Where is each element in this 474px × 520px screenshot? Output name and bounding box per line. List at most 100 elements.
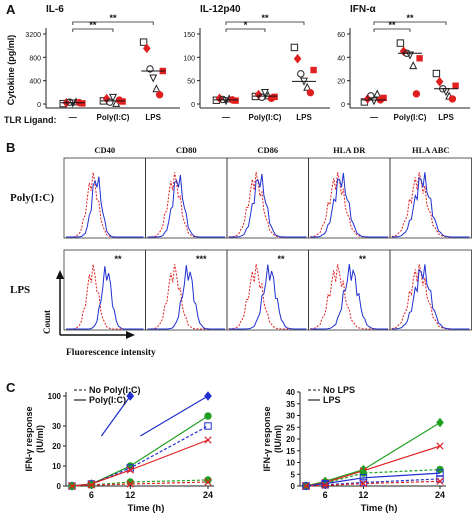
- y-tick-label: 20: [337, 79, 345, 86]
- series-line: [71, 479, 209, 487]
- control-histogram: [147, 264, 225, 330]
- treated-histogram: [66, 176, 144, 238]
- scatter-title: IL-6: [46, 4, 64, 15]
- panel-letter-b: B: [6, 140, 15, 155]
- significance-label: **: [89, 20, 97, 30]
- category-label: Poly(I:C): [249, 113, 282, 122]
- y-tick-label: 15: [286, 447, 295, 456]
- column-label: CD86: [257, 145, 278, 155]
- treated-histogram: [310, 172, 388, 238]
- series-marker: [321, 481, 329, 489]
- series-line: [71, 395, 209, 487]
- histogram-significance: ***: [196, 254, 207, 264]
- y-axis-label: (IU/ml): [273, 425, 283, 453]
- data-point: [367, 92, 375, 100]
- data-point: [306, 88, 315, 97]
- histogram-cell: [63, 249, 146, 331]
- series-marker: [204, 476, 212, 484]
- data-point: [108, 93, 118, 102]
- data-point: [412, 90, 421, 98]
- column-label: HLA ABC: [412, 145, 450, 155]
- series-line: [305, 478, 441, 487]
- y-tick-label: 25: [286, 423, 295, 432]
- series-marker: [359, 480, 368, 488]
- data-point: [452, 82, 459, 89]
- significance-bracket: [373, 21, 447, 25]
- column-label: CD80: [176, 145, 197, 155]
- data-point: [146, 65, 154, 73]
- series-line: [305, 469, 441, 487]
- y-tick-label: 0: [57, 482, 62, 491]
- significance-label: **: [406, 13, 414, 23]
- y-axis-label: Cytokine (pg/ml): [6, 35, 16, 106]
- treated-histogram: [147, 174, 225, 238]
- series-marker: [126, 464, 134, 472]
- series-marker: [302, 482, 310, 490]
- x-tick-label: 24: [203, 490, 213, 500]
- x-tick-label: 24: [435, 490, 445, 500]
- scatter-title: IFN-α: [350, 4, 376, 15]
- legend-label: Poly(I:C): [89, 395, 126, 405]
- data-point: [258, 93, 266, 101]
- data-point: [221, 97, 231, 106]
- data-point: [260, 88, 270, 98]
- significance-label: **: [109, 13, 117, 23]
- row-label: LPS: [10, 284, 30, 296]
- y-tick-label: 150: [183, 32, 195, 39]
- series-line: [71, 415, 209, 487]
- data-point: [149, 74, 158, 83]
- series-marker: [126, 466, 134, 474]
- row-label: Poly(I:C): [10, 192, 54, 204]
- data-point: [303, 82, 312, 91]
- control-histogram: [310, 264, 388, 330]
- data-point: [152, 84, 161, 93]
- significance-bracket: [225, 28, 266, 32]
- series-marker: [204, 412, 212, 420]
- y-tick-label: 60: [337, 32, 345, 39]
- count-label: Count: [42, 310, 52, 334]
- series-marker: [436, 469, 444, 477]
- series-marker: [302, 482, 310, 490]
- data-point: [232, 97, 239, 104]
- series-line: [305, 422, 441, 487]
- y-tick-label: 800: [29, 55, 41, 62]
- series-marker: [126, 391, 135, 401]
- data-point: [363, 94, 372, 104]
- series-marker: [436, 442, 444, 450]
- data-point: [65, 98, 74, 106]
- y-tick-label: 100: [183, 55, 195, 62]
- control-histogram: [147, 172, 225, 238]
- data-point: [119, 98, 126, 105]
- y-axis-label: (IU/ml): [35, 425, 45, 453]
- series-marker: [204, 478, 212, 486]
- y-tick-label: 40: [286, 388, 295, 397]
- series-line: [71, 425, 209, 487]
- data-point: [79, 100, 86, 107]
- y-tick-label: 3200: [25, 32, 41, 39]
- column-label: HLA DR: [333, 145, 366, 155]
- histogram-cell: [226, 249, 309, 331]
- data-point: [432, 69, 441, 78]
- series-line: [71, 439, 209, 487]
- y-tick-label: 50: [187, 79, 195, 86]
- series-marker: [359, 478, 368, 487]
- data-point: [380, 94, 387, 102]
- legend-label: No LPS: [323, 385, 355, 395]
- panel-letter-c: C: [6, 380, 16, 395]
- series-marker: [68, 482, 76, 490]
- control-histogram: [228, 264, 307, 330]
- histogram-significance: **: [278, 254, 286, 264]
- series-marker: [87, 481, 96, 489]
- series-line: [305, 472, 441, 487]
- control-histogram: [391, 172, 470, 238]
- y-tick-label: 0: [37, 102, 41, 109]
- legend-label: LPS: [323, 395, 341, 405]
- significance-label: **: [261, 13, 269, 23]
- category-label: LPS: [296, 113, 312, 122]
- count-arrowhead: [56, 270, 64, 279]
- column-label: CD40: [94, 145, 115, 155]
- y-tick-label: 20: [286, 435, 295, 444]
- significance-label: *: [244, 20, 248, 30]
